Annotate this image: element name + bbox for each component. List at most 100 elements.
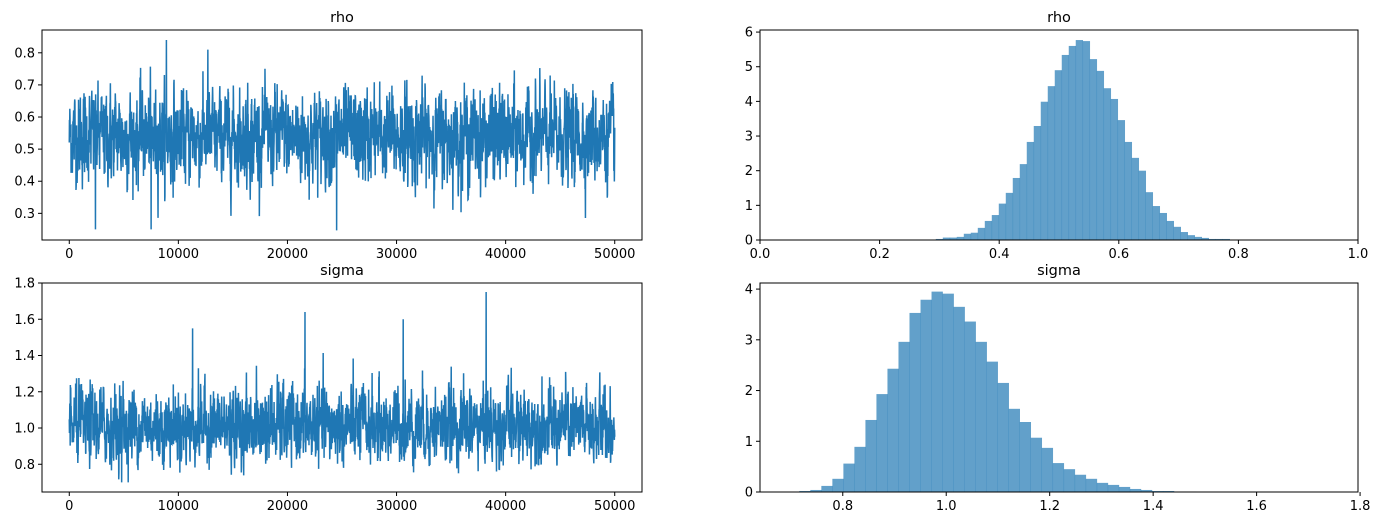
histogram-bar [1139, 171, 1146, 240]
y-tick-label: 1.2 [14, 385, 35, 400]
y-tick-label: 1 [745, 199, 753, 214]
y-tick-label: 2 [745, 384, 753, 399]
histogram-bar [1104, 88, 1111, 240]
histogram-bar [987, 362, 998, 492]
y-tick-label: 6 [745, 26, 753, 41]
histogram-bar [1013, 178, 1020, 240]
histogram-bar [1075, 475, 1086, 492]
subplot-title: rho [1047, 10, 1071, 26]
histogram-bar [1083, 41, 1090, 240]
subplot-title: sigma [320, 263, 364, 279]
histogram-bar [932, 292, 943, 492]
histogram-bar [999, 204, 1006, 240]
y-tick-label: 0.4 [14, 175, 35, 190]
x-tick-label: 40000 [485, 247, 526, 262]
histogram-bar [1041, 102, 1048, 240]
histogram-bar [992, 215, 999, 240]
x-tick-label: 1.6 [1246, 499, 1267, 514]
histogram-bar [887, 369, 898, 492]
y-tick-label: 1.6 [14, 313, 35, 328]
x-tick-label: 0.4 [989, 247, 1010, 262]
histogram-bar [1132, 158, 1139, 240]
histogram-bar [1181, 232, 1188, 240]
subplot-title: rho [330, 10, 354, 26]
histogram-bar [943, 294, 954, 492]
trace-line [69, 292, 614, 482]
y-tick-label: 2 [745, 164, 753, 179]
y-tick-label: 1.4 [14, 349, 35, 364]
y-tick-label: 4 [745, 283, 753, 298]
y-tick-label: 1 [745, 435, 753, 450]
x-tick-label: 1.4 [1143, 499, 1164, 514]
histogram-bar [843, 464, 854, 492]
histogram-bar [1064, 469, 1075, 492]
x-tick-label: 0 [65, 499, 73, 514]
x-tick-label: 40000 [485, 499, 526, 514]
x-tick-label: 0.2 [869, 247, 890, 262]
histogram-bar [998, 383, 1009, 492]
histogram-bar [1086, 479, 1097, 492]
histogram-bar [1097, 71, 1104, 240]
x-tick-label: 50000 [594, 499, 635, 514]
histogram-bar [1118, 120, 1125, 240]
axes-frame [760, 283, 1358, 492]
x-tick-label: 0.6 [1108, 247, 1129, 262]
histogram-bar [865, 420, 876, 492]
histogram-bars [799, 292, 1207, 492]
histogram-bar [1125, 142, 1132, 240]
histogram-bar [1048, 86, 1055, 240]
histogram-bar [1027, 142, 1034, 240]
histogram-bar [921, 300, 932, 492]
histogram-bar [1034, 126, 1041, 240]
histogram-bar [1062, 55, 1069, 240]
x-tick-label: 10000 [158, 499, 199, 514]
histogram-bar [985, 221, 992, 240]
y-tick-label: 0.6 [14, 111, 35, 126]
histogram-bar [1160, 213, 1167, 240]
histogram-bars [936, 40, 1244, 240]
x-tick-label: 30000 [376, 499, 417, 514]
histogram-bar [1108, 485, 1119, 492]
histogram-bar [1053, 463, 1064, 492]
trace-line [69, 40, 614, 230]
x-tick-label: 10000 [158, 247, 199, 262]
x-tick-label: 20000 [267, 499, 308, 514]
y-tick-label: 1.0 [14, 422, 35, 437]
x-tick-label: 30000 [376, 247, 417, 262]
histogram-bar [1009, 409, 1020, 492]
histogram-bar [1069, 46, 1076, 240]
y-tick-label: 3 [745, 333, 753, 348]
histogram-bar [1153, 206, 1160, 240]
histogram-bar [876, 394, 887, 492]
y-tick-label: 0.8 [14, 458, 35, 473]
x-tick-label: 20000 [267, 247, 308, 262]
histogram-bar [1146, 192, 1153, 240]
y-tick-label: 0.7 [14, 78, 35, 93]
x-tick-label: 1.2 [1039, 499, 1060, 514]
histogram-bar [832, 479, 843, 492]
histogram-bar [1076, 40, 1083, 240]
histogram-bar [1020, 422, 1031, 492]
x-tick-label: 1.8 [1350, 499, 1371, 514]
x-tick-label: 1.0 [1348, 247, 1369, 262]
y-tick-label: 0.5 [14, 143, 35, 158]
y-tick-label: 0.3 [14, 207, 35, 222]
y-tick-label: 1.8 [14, 277, 35, 292]
histogram-bar [1097, 483, 1108, 492]
x-tick-label: 0.8 [1228, 247, 1249, 262]
histogram-bar [854, 447, 865, 492]
histogram-bar [1119, 487, 1130, 492]
subplot-title: sigma [1037, 263, 1081, 279]
histogram-bar [1055, 70, 1062, 240]
y-tick-label: 0 [745, 234, 753, 249]
y-tick-label: 0.8 [14, 46, 35, 61]
histogram-bar [978, 228, 985, 240]
histogram-bar [971, 233, 978, 240]
histogram-bar [1188, 235, 1195, 240]
histogram-bar [964, 234, 971, 240]
y-tick-label: 0 [745, 486, 753, 501]
histogram-bar [1006, 193, 1013, 240]
